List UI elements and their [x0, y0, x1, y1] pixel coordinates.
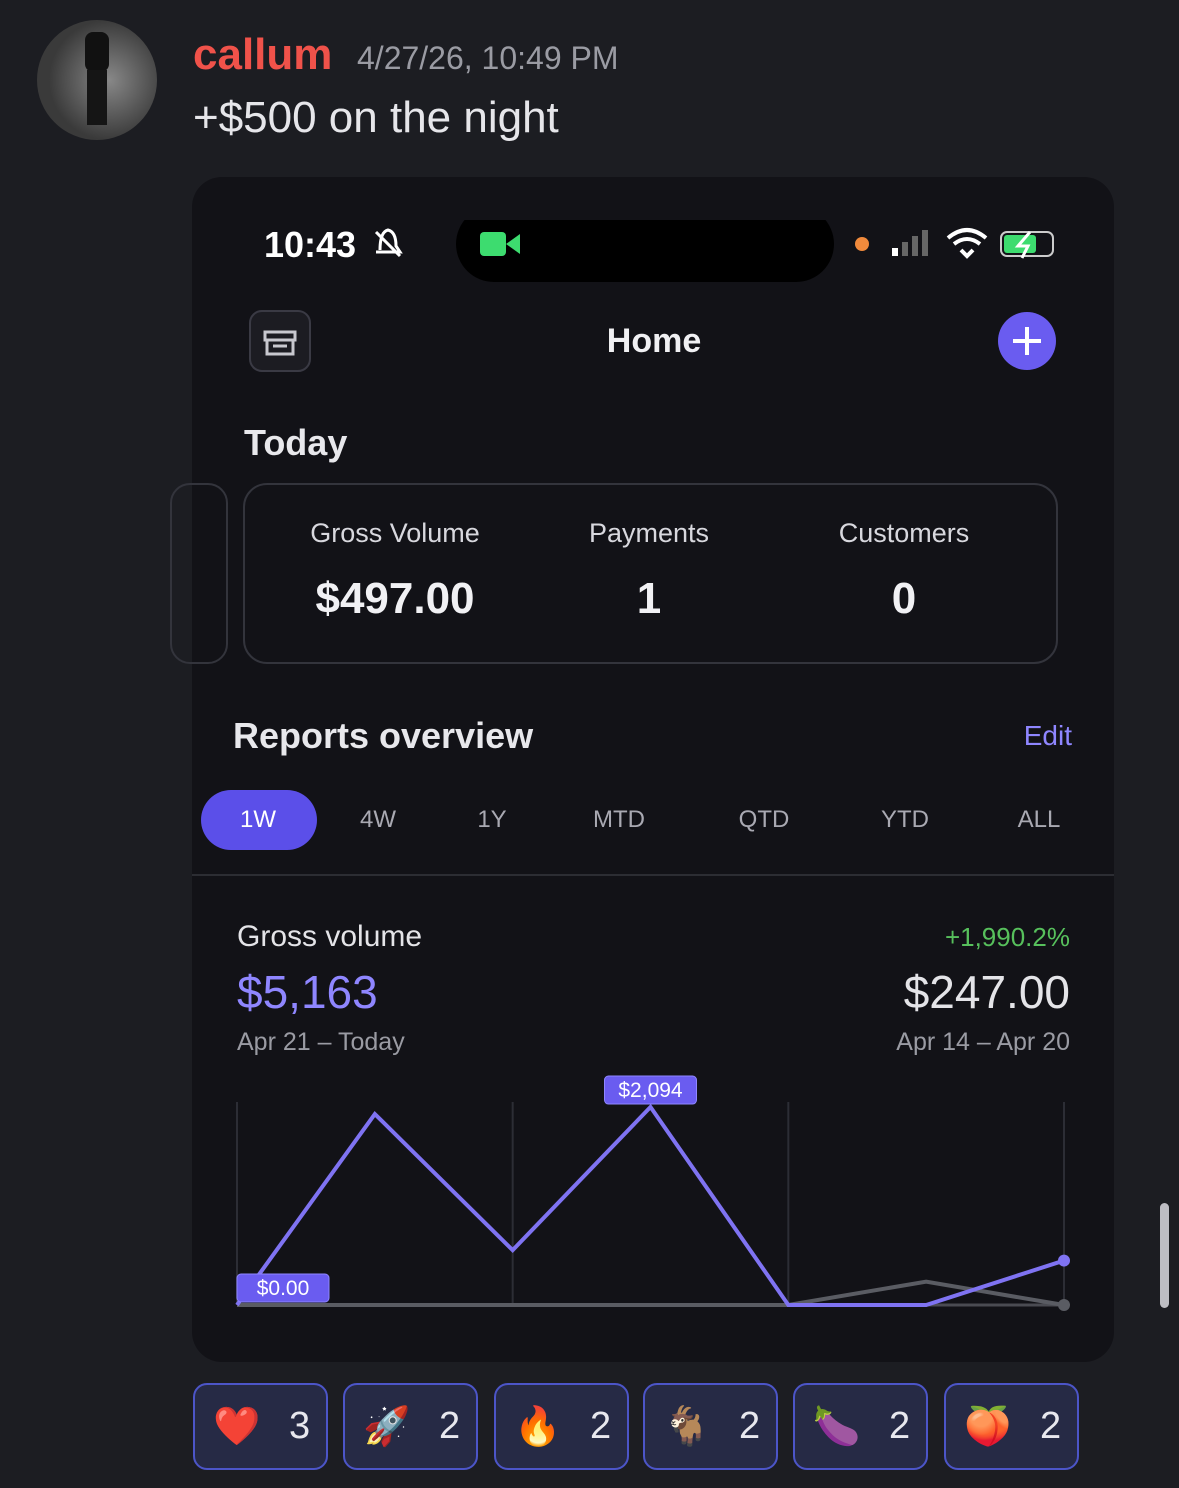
scrollbar[interactable] — [1160, 1203, 1169, 1308]
reaction[interactable]: 🐐 2 — [643, 1383, 778, 1470]
avatar[interactable] — [37, 20, 157, 140]
header-title: Home — [606, 322, 702, 360]
compare-range: Apr 14 – Apr 20 — [896, 1028, 1070, 1056]
stat-label: Gross Volume — [310, 518, 480, 548]
author[interactable]: callum — [193, 30, 333, 79]
value-label-bg — [604, 1075, 697, 1105]
reaction[interactable]: 🚀 2 — [343, 1383, 478, 1470]
reaction[interactable]: 🍆 2 — [793, 1383, 928, 1470]
status-icons — [374, 220, 1054, 282]
end-point — [1058, 1299, 1070, 1311]
tab[interactable]: MTD — [593, 806, 645, 833]
compare-total: $247.00 — [903, 966, 1070, 1018]
store-button[interactable] — [249, 310, 311, 372]
reaction-count: 2 — [439, 1405, 461, 1447]
tab[interactable]: 1W — [240, 806, 276, 833]
reaction-emoji: 🐐 — [663, 1406, 711, 1448]
stat-value: 1 — [636, 574, 662, 623]
reaction-count: 3 — [289, 1405, 311, 1447]
reaction-emoji: 🔥 — [514, 1406, 562, 1448]
chart-title: Gross volume — [237, 920, 423, 953]
reaction[interactable]: 🔥 2 — [494, 1383, 629, 1470]
message-text: +$500 on the night — [193, 93, 559, 142]
tab[interactable]: ALL — [1017, 806, 1061, 833]
prev-card — [170, 483, 228, 664]
tab[interactable]: 1Y — [477, 806, 507, 833]
stat-label: Customers — [838, 518, 970, 548]
stat-value: 0 — [891, 574, 917, 623]
value-label-text: $2,094 — [618, 1079, 683, 1102]
reaction-count: 2 — [590, 1405, 612, 1447]
reaction-count: 2 — [1040, 1405, 1062, 1447]
tab[interactable]: QTD — [738, 806, 790, 833]
stats-card — [243, 483, 1058, 664]
phone-screenshot — [192, 177, 1114, 1362]
stat-label: Payments — [588, 518, 710, 548]
chart-change: +1,990.2% — [944, 922, 1070, 952]
tab-active-bg[interactable] — [201, 790, 317, 850]
reaction-emoji: ❤️ — [213, 1406, 261, 1448]
series-line — [237, 1279, 1065, 1307]
reaction-emoji: 🍑 — [964, 1406, 1012, 1448]
reports-heading: Reports overview — [233, 715, 534, 756]
reaction-count: 2 — [739, 1405, 761, 1447]
today-heading: Today — [244, 422, 348, 463]
chart-total: $5,163 — [237, 966, 378, 1018]
status-time: 10:43 — [264, 224, 357, 265]
reaction-count: 2 — [889, 1405, 911, 1447]
edit-link[interactable]: Edit — [1023, 720, 1072, 751]
stat-value: $497.00 — [315, 574, 475, 623]
add-button[interactable] — [997, 311, 1057, 371]
value-label-bg — [236, 1273, 330, 1303]
divider — [192, 874, 1114, 876]
chart-range: Apr 21 – Today — [237, 1028, 405, 1056]
reaction[interactable]: ❤️ 3 — [193, 1383, 328, 1470]
reaction[interactable]: 🍑 2 — [944, 1383, 1079, 1470]
value-label: $2,094 — [604, 1075, 697, 1105]
series-line — [235, 1103, 1065, 1307]
timestamp: 4/27/26, 10:49 PM — [357, 40, 619, 76]
value-label-text: $0.00 — [257, 1277, 310, 1300]
tab[interactable]: YTD — [881, 806, 929, 833]
tab[interactable]: 4W — [360, 806, 396, 833]
reaction-emoji: 🚀 — [363, 1406, 411, 1448]
end-point — [1058, 1254, 1070, 1267]
value-label: $0.00 — [236, 1273, 330, 1303]
reaction-emoji: 🍆 — [813, 1406, 861, 1448]
